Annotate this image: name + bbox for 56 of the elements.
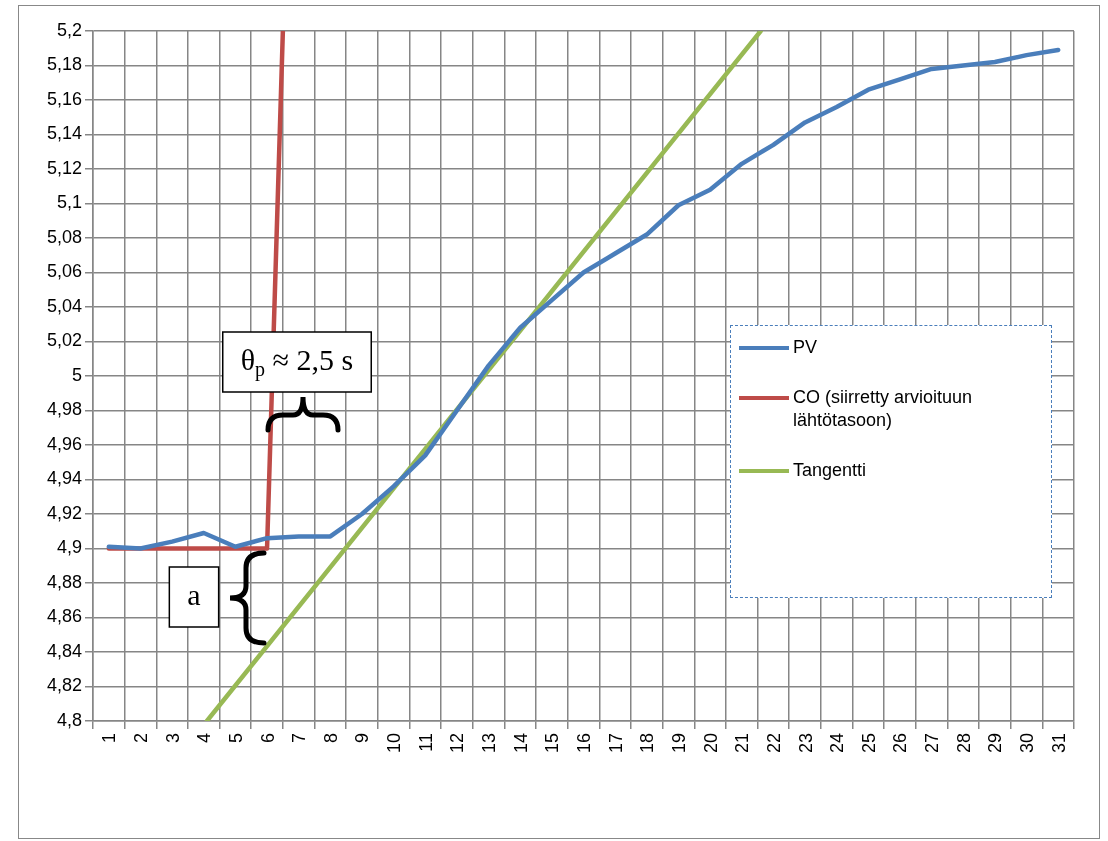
legend-label: PV [793, 336, 818, 359]
x-tick-label: 12 [447, 733, 468, 754]
x-tick-label: 5 [225, 733, 246, 744]
y-tick-label: 4,92 [46, 502, 82, 523]
y-tick-label: 4,96 [46, 433, 82, 454]
x-tick-label: 30 [1017, 733, 1038, 754]
x-tick-label: 15 [542, 733, 563, 754]
x-tick-label: 19 [668, 733, 689, 754]
x-tick-label: 4 [194, 733, 215, 744]
x-tick-label: 26 [890, 733, 911, 754]
y-tick-label: 5,08 [46, 226, 82, 247]
x-tick-label: 9 [352, 733, 373, 744]
x-tick-label: 25 [858, 733, 879, 754]
y-tick-label: 4,9 [56, 537, 82, 558]
y-tick-label: 4,8 [56, 709, 82, 730]
y-tick-label: 5,18 [46, 54, 82, 75]
y-tick-label: 5,1 [56, 192, 82, 213]
legend-label: Tangentti [793, 459, 867, 482]
x-tick-label: 3 [162, 733, 183, 744]
y-tick-label: 4,98 [46, 399, 82, 420]
x-tick-label: 7 [289, 733, 310, 744]
y-tick-label: 5,2 [56, 19, 82, 40]
x-tick-label: 1 [99, 733, 120, 744]
x-tick-label: 6 [257, 733, 278, 744]
x-tick-label: 22 [763, 733, 784, 754]
legend-label: CO (siirretty arvioituun lähtötasoon) [793, 386, 974, 432]
y-tick-label: 5,06 [46, 261, 82, 282]
y-tick-label: 4,88 [46, 571, 82, 592]
x-tick-label: 23 [795, 733, 816, 754]
x-tick-label: 31 [1048, 733, 1069, 754]
y-tick-label: 5,14 [46, 123, 82, 144]
x-tick-label: 29 [985, 733, 1006, 754]
x-tick-label: 16 [574, 733, 594, 754]
y-tick-label: 4,94 [46, 468, 82, 489]
x-tick-label: 13 [479, 733, 500, 754]
y-tick-label: 5,02 [46, 330, 82, 351]
x-tick-label: 10 [384, 733, 405, 754]
x-tick-label: 27 [922, 733, 943, 754]
x-tick-label: 8 [320, 733, 341, 744]
y-tick-label: 4,82 [46, 675, 82, 696]
annotation: a [187, 577, 201, 611]
y-tick-label: 4,86 [46, 606, 82, 627]
x-tick-label: 14 [510, 733, 531, 754]
y-tick-label: 5,16 [46, 88, 82, 109]
x-tick-label: 17 [605, 733, 626, 754]
x-tick-label: 11 [415, 733, 436, 752]
x-tick-label: 20 [700, 733, 721, 754]
y-tick-label: 4,84 [46, 640, 82, 661]
x-tick-label: 28 [953, 733, 974, 754]
y-tick-label: 5,04 [46, 295, 82, 316]
y-tick-label: 5 [71, 364, 82, 385]
x-tick-label: 21 [732, 733, 753, 754]
y-tick-label: 5,12 [46, 157, 82, 178]
x-tick-label: 18 [637, 733, 658, 754]
x-tick-label: 24 [827, 733, 848, 754]
x-tick-label: 2 [130, 733, 151, 744]
